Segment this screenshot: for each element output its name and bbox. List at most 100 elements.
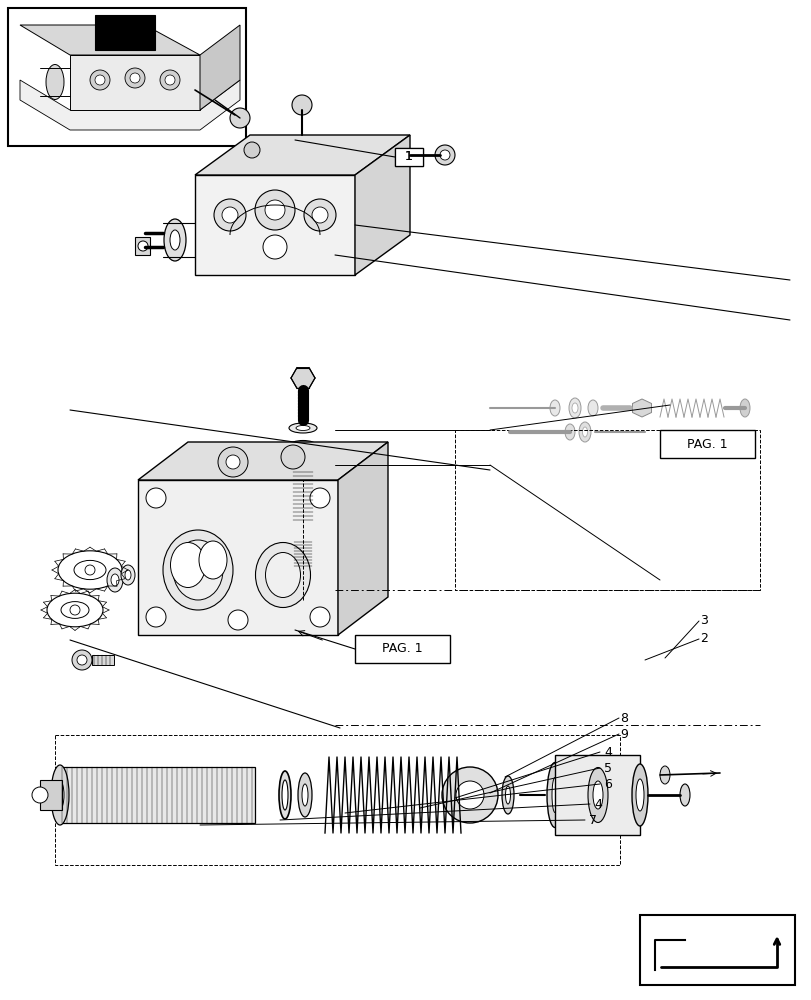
Ellipse shape <box>549 400 560 416</box>
Ellipse shape <box>581 427 587 437</box>
Circle shape <box>435 145 454 165</box>
Circle shape <box>255 190 294 230</box>
Ellipse shape <box>290 587 315 596</box>
Ellipse shape <box>505 786 510 804</box>
Ellipse shape <box>169 230 180 250</box>
Circle shape <box>310 488 329 508</box>
Polygon shape <box>20 25 200 55</box>
Circle shape <box>165 75 175 85</box>
Ellipse shape <box>74 560 106 580</box>
Text: 1: 1 <box>405 150 413 163</box>
Ellipse shape <box>281 780 288 810</box>
Ellipse shape <box>551 778 557 812</box>
Bar <box>659 430 754 458</box>
Circle shape <box>263 235 286 259</box>
Polygon shape <box>195 175 354 275</box>
Text: 9: 9 <box>620 728 627 740</box>
Ellipse shape <box>298 458 307 462</box>
Bar <box>394 148 423 166</box>
Ellipse shape <box>292 456 314 464</box>
Circle shape <box>281 445 305 469</box>
Circle shape <box>292 95 311 115</box>
Text: PAG. 1: PAG. 1 <box>381 643 422 656</box>
Polygon shape <box>632 399 650 417</box>
Polygon shape <box>70 55 200 110</box>
Circle shape <box>146 488 165 508</box>
Ellipse shape <box>164 219 186 261</box>
Ellipse shape <box>501 776 513 814</box>
Circle shape <box>160 70 180 90</box>
Circle shape <box>311 207 328 223</box>
Bar <box>293 470 312 525</box>
Ellipse shape <box>173 540 223 600</box>
Circle shape <box>456 781 483 809</box>
Text: 6: 6 <box>603 778 611 790</box>
Ellipse shape <box>297 442 309 448</box>
Bar <box>354 635 449 663</box>
Bar <box>135 237 150 255</box>
Circle shape <box>32 787 48 803</box>
Circle shape <box>90 70 109 90</box>
Ellipse shape <box>564 424 574 440</box>
Circle shape <box>70 605 80 615</box>
Polygon shape <box>138 442 388 480</box>
Ellipse shape <box>587 400 597 416</box>
Ellipse shape <box>298 773 311 817</box>
Ellipse shape <box>547 762 562 828</box>
Ellipse shape <box>592 781 603 809</box>
Polygon shape <box>354 135 410 275</box>
Circle shape <box>264 200 285 220</box>
Ellipse shape <box>51 765 69 825</box>
Ellipse shape <box>289 423 316 433</box>
Bar <box>40 780 62 810</box>
Ellipse shape <box>578 422 590 442</box>
Bar <box>92 655 114 665</box>
Text: 2: 2 <box>699 632 707 645</box>
Ellipse shape <box>265 552 300 597</box>
Bar <box>60 767 255 823</box>
Ellipse shape <box>587 768 607 822</box>
Text: 1: 1 <box>405 150 413 163</box>
Circle shape <box>225 455 240 469</box>
Ellipse shape <box>121 565 135 585</box>
Polygon shape <box>138 480 337 635</box>
Polygon shape <box>200 25 240 110</box>
Circle shape <box>217 447 247 477</box>
Text: 3: 3 <box>699 613 707 626</box>
Polygon shape <box>195 135 410 175</box>
Ellipse shape <box>163 530 233 610</box>
Ellipse shape <box>569 398 581 418</box>
Ellipse shape <box>56 781 64 809</box>
Bar <box>294 540 311 570</box>
Text: 5: 5 <box>603 762 611 774</box>
Circle shape <box>441 767 497 823</box>
Circle shape <box>72 650 92 670</box>
Polygon shape <box>20 80 240 130</box>
Ellipse shape <box>290 526 315 534</box>
Ellipse shape <box>107 568 122 592</box>
Ellipse shape <box>297 590 309 594</box>
Text: 8: 8 <box>620 712 627 724</box>
Bar <box>8 8 246 146</box>
Ellipse shape <box>290 440 315 450</box>
Circle shape <box>440 150 449 160</box>
Bar <box>639 915 794 985</box>
Ellipse shape <box>255 542 310 607</box>
Circle shape <box>77 655 87 665</box>
Ellipse shape <box>61 602 89 618</box>
Ellipse shape <box>631 764 647 826</box>
Circle shape <box>146 607 165 627</box>
Ellipse shape <box>47 593 103 627</box>
Ellipse shape <box>635 779 643 811</box>
Polygon shape <box>337 442 388 635</box>
Text: PAG. 1: PAG. 1 <box>686 438 727 450</box>
Circle shape <box>310 607 329 627</box>
Ellipse shape <box>302 784 307 806</box>
Ellipse shape <box>290 572 315 582</box>
Ellipse shape <box>58 551 122 589</box>
Ellipse shape <box>279 771 290 819</box>
Ellipse shape <box>659 766 669 784</box>
Circle shape <box>214 199 246 231</box>
Ellipse shape <box>571 403 577 413</box>
Polygon shape <box>290 368 315 388</box>
